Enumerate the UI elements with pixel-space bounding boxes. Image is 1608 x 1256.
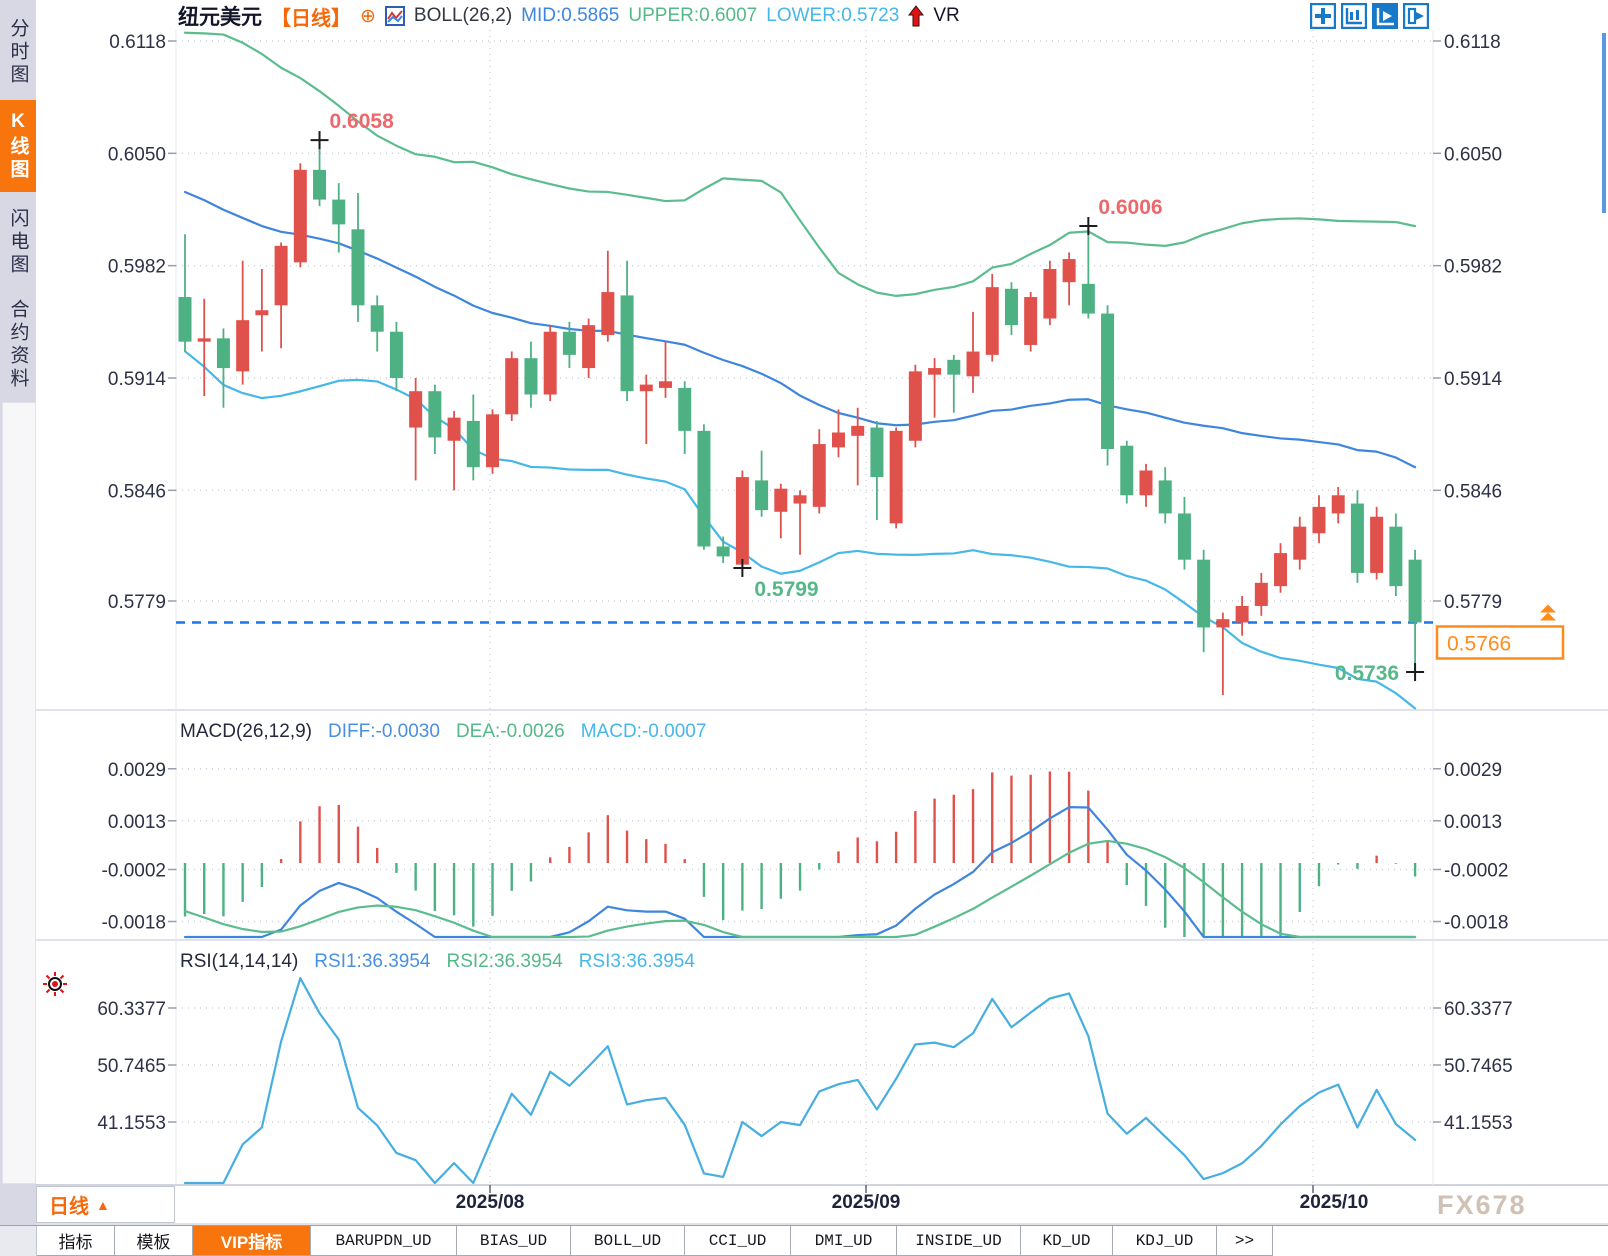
macd-dea-value: DEA:-0.0026 xyxy=(455,721,565,742)
chart-header: 纽元美元 【日线】 ⊕ BOLL(26,2) MID:0.5865 UPPER:… xyxy=(178,2,960,30)
bottom-tab-11[interactable]: KDJ_UD xyxy=(1113,1226,1217,1256)
bottom-tab-12[interactable]: >> xyxy=(1217,1226,1273,1256)
x-axis-month-label: 2025/09 xyxy=(831,1192,901,1213)
svg-text:-0.0018: -0.0018 xyxy=(1444,913,1508,934)
svg-text:0.6006: 0.6006 xyxy=(1098,196,1162,219)
bottom-tab-6[interactable]: BOLL_UD xyxy=(571,1226,685,1256)
svg-text:0.6118: 0.6118 xyxy=(1444,32,1501,53)
auto-scroll-icon[interactable] xyxy=(1372,3,1398,29)
sidebar-item-1[interactable]: 分时图 xyxy=(7,17,29,87)
svg-text:-0.0002: -0.0002 xyxy=(1444,861,1508,882)
sun-marker-icon xyxy=(43,972,67,996)
svg-text:0.5846: 0.5846 xyxy=(108,481,166,502)
bottom-tab-7[interactable]: CCI_UD xyxy=(685,1226,791,1256)
svg-text:41.1553: 41.1553 xyxy=(97,1113,166,1134)
rsi-title[interactable]: RSI(14,14,14) xyxy=(180,951,299,972)
x-axis-month-label: 2025/10 xyxy=(1299,1192,1369,1213)
svg-text:60.3377: 60.3377 xyxy=(1444,999,1513,1020)
sidebar-blank-panel xyxy=(2,402,36,1184)
boll-upper-value: UPPER:0.6007 xyxy=(628,5,758,26)
bottom-tab-5[interactable]: BIAS_UD xyxy=(457,1226,571,1256)
bottom-tab-3[interactable]: VIP指标 xyxy=(193,1226,311,1256)
bottom-tab-4[interactable]: BARUPDN_UD xyxy=(311,1226,457,1256)
svg-text:60.3377: 60.3377 xyxy=(97,999,166,1020)
bottom-tab-9[interactable]: INSIDE_UD xyxy=(897,1226,1021,1256)
add-indicator-icon[interactable]: ⊕ xyxy=(360,5,376,27)
rsi3-value: RSI3:36.3954 xyxy=(578,951,695,972)
bottom-tab-10[interactable]: KD_UD xyxy=(1021,1226,1113,1256)
svg-text:0.5779: 0.5779 xyxy=(108,592,166,613)
svg-text:0.6050: 0.6050 xyxy=(1444,144,1502,165)
vr-label[interactable]: VR xyxy=(933,5,960,26)
svg-text:-0.0018: -0.0018 xyxy=(102,913,166,934)
svg-text:0.5779: 0.5779 xyxy=(1444,592,1502,613)
bottom-tabbar: 指标 模板 VIP指标 BARUPDN_UD BIAS_UD BOLL_UD CCI_UD D… xyxy=(0,1225,1608,1256)
period-selector[interactable]: 日线 ▲ xyxy=(36,1186,175,1223)
sidebar-item-3[interactable]: 闪电图 xyxy=(7,207,29,277)
pan-crosshair-icon[interactable] xyxy=(1310,3,1336,29)
axis-scale-icon[interactable] xyxy=(1341,3,1367,29)
svg-text:41.1553: 41.1553 xyxy=(1444,1113,1513,1134)
svg-text:0.5914: 0.5914 xyxy=(108,369,167,390)
rsi-header: RSI(14,14,14) RSI1:36.3954 RSI2:36.3954 … xyxy=(180,951,695,973)
bottom-tab-8[interactable]: DMI_UD xyxy=(791,1226,897,1256)
svg-text:0.5736: 0.5736 xyxy=(1335,662,1399,685)
sidebar-item-2[interactable]: K线图 xyxy=(0,100,36,192)
boll-label[interactable]: BOLL(26,2) xyxy=(413,5,513,26)
mini-chart-icon xyxy=(384,6,405,26)
period-arrow-icon: ▲ xyxy=(96,1196,110,1213)
svg-text:50.7465: 50.7465 xyxy=(1444,1056,1513,1077)
svg-text:0.5766: 0.5766 xyxy=(1447,632,1511,655)
up-arrow-icon xyxy=(908,5,925,27)
bottom-tab-2[interactable]: 模板 xyxy=(115,1226,193,1256)
svg-text:0.5914: 0.5914 xyxy=(1444,369,1503,390)
svg-text:0.0029: 0.0029 xyxy=(1444,760,1502,781)
svg-text:0.5982: 0.5982 xyxy=(1444,257,1502,278)
watermark: FX678 xyxy=(1437,1190,1527,1220)
macd-macd-value: MACD:-0.0007 xyxy=(580,721,707,742)
macd-diff-value: DIFF:-0.0030 xyxy=(328,721,440,742)
svg-text:-0.0002: -0.0002 xyxy=(102,861,166,882)
period-tag[interactable]: 【日线】 xyxy=(271,7,351,30)
svg-text:50.7465: 50.7465 xyxy=(97,1056,166,1077)
period-label: 日线 xyxy=(49,1196,89,1218)
sidebar: 分时图 K线图闪电图合约资料 xyxy=(0,0,36,1256)
sidebar-item-4[interactable]: 合约资料 xyxy=(7,299,29,391)
boll-mid-value: MID:0.5865 xyxy=(521,5,620,26)
macd-header: MACD(26,12,9) DIFF:-0.0030 DEA:-0.0026 M… xyxy=(180,721,706,743)
svg-text:0.6050: 0.6050 xyxy=(108,144,166,165)
chart-toolbar xyxy=(1310,3,1429,29)
svg-text:0.5982: 0.5982 xyxy=(108,257,166,278)
rsi1-value: RSI1:36.3954 xyxy=(314,951,431,972)
jump-latest-icon[interactable] xyxy=(1403,3,1429,29)
svg-text:0.0029: 0.0029 xyxy=(108,760,166,781)
svg-text:0.6118: 0.6118 xyxy=(109,32,166,53)
svg-text:0.0013: 0.0013 xyxy=(108,812,166,833)
boll-lower-value: LOWER:0.5723 xyxy=(766,5,900,26)
tabbar-corner xyxy=(0,1226,37,1256)
macd-title[interactable]: MACD(26,12,9) xyxy=(180,721,312,742)
bottom-tab-1[interactable]: 指标 xyxy=(37,1226,115,1256)
symbol-title: 纽元美元 xyxy=(178,6,262,29)
svg-text:0.5846: 0.5846 xyxy=(1444,481,1502,502)
svg-text:0.0013: 0.0013 xyxy=(1444,812,1502,833)
svg-text:0.5799: 0.5799 xyxy=(754,578,818,601)
rsi2-value: RSI2:36.3954 xyxy=(446,951,563,972)
x-axis-month-label: 2025/08 xyxy=(455,1192,525,1213)
svg-text:0.6058: 0.6058 xyxy=(330,110,395,133)
